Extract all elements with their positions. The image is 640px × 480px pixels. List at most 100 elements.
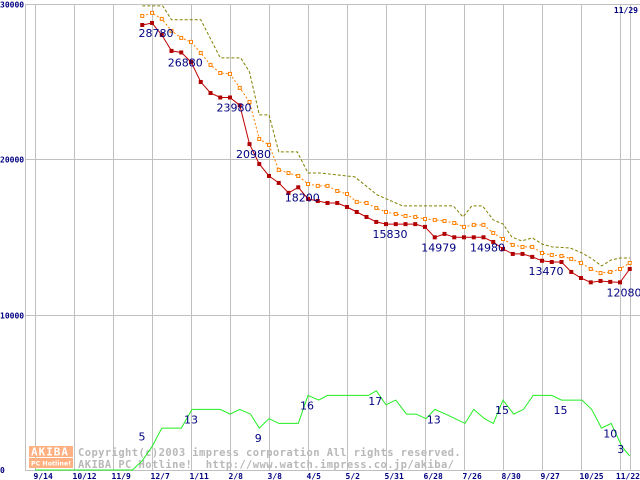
x-tick-label: 6/28 [424, 472, 443, 480]
average-price-point [501, 237, 505, 242]
copyright-text: Copyright(c)2003 impress corporation All… [78, 447, 461, 459]
average-price-point [276, 167, 281, 172]
price-label: 28780 [139, 27, 174, 40]
min-price-point [306, 196, 310, 201]
average-price-point [179, 35, 184, 40]
min-price-point [257, 161, 262, 166]
y-tick-label: 30000 [0, 1, 24, 10]
average-price-point [510, 242, 515, 247]
min-price-point [169, 48, 174, 53]
min-price-point [335, 200, 340, 205]
min-price-point [315, 198, 320, 203]
min-price-point [208, 91, 213, 96]
average-price-point [345, 191, 349, 196]
count-label: 10 [603, 427, 617, 440]
x-tick-label: 9/27 [541, 472, 560, 480]
min-price-point [627, 266, 632, 271]
x-tick-label: 3/8 [268, 472, 283, 480]
min-price-point [569, 269, 574, 274]
logo-bottom-bg [29, 458, 73, 468]
count-label: 13 [184, 413, 198, 426]
min-price-point [423, 224, 427, 229]
min-price-point [471, 235, 476, 240]
average-price-point [491, 230, 496, 235]
price-label: 13470 [529, 265, 564, 278]
average-price-point [588, 266, 593, 271]
logo-top-text: AKIBA [31, 446, 69, 459]
min-price-point [286, 190, 291, 195]
min-price-point [150, 20, 154, 25]
average-price-point [257, 136, 262, 141]
min-price-point [618, 280, 622, 285]
min-price-point [608, 279, 613, 284]
average-price-point [237, 85, 242, 90]
min-price-point [189, 59, 193, 64]
average-price-point [598, 271, 603, 276]
price-label: 12080 [607, 286, 640, 299]
average-price-point [335, 189, 340, 194]
average-price-point [618, 266, 622, 271]
min-price-point [267, 173, 271, 178]
average-price-point [471, 222, 476, 227]
min-price-point [179, 50, 184, 55]
min-price-point [403, 222, 408, 227]
min-price-point [276, 180, 281, 185]
series-layer [35, 5, 632, 471]
y-tick-label: 0 [0, 466, 5, 475]
average-price-point [559, 253, 564, 258]
average-price-point [218, 70, 223, 75]
x-tick-label: 11/22 [616, 472, 640, 480]
average-price-point [354, 199, 359, 204]
price-label: 14980 [470, 241, 505, 254]
average-price-point [159, 16, 164, 21]
count-label: 15 [554, 404, 568, 417]
x-tick-label: 4/5 [307, 472, 322, 480]
shop-count-line [35, 390, 631, 471]
min-price-point [510, 251, 515, 256]
min-price-point [159, 32, 164, 37]
min-price-point [218, 95, 223, 100]
min-price-point [598, 278, 603, 283]
average-price-point [208, 62, 213, 67]
min-price-point [354, 209, 359, 214]
logo-top-bg [29, 446, 73, 457]
min-price-point [481, 235, 486, 240]
min-price-point [374, 219, 379, 224]
price-label: 18200 [285, 191, 320, 204]
average-price-point [140, 13, 145, 18]
average-price-point [296, 173, 301, 178]
y-tick-label: 20000 [0, 156, 24, 165]
min-price-point [540, 258, 544, 263]
average-price-point [481, 222, 486, 227]
watermark: AKIBA PC Hotline! Copyright(c)2003 impre… [29, 446, 461, 471]
average-price-point [579, 260, 583, 265]
price-label: 15830 [373, 228, 408, 241]
price-label: 14979 [421, 241, 456, 254]
count-label: 5 [139, 431, 146, 444]
min-price-point [452, 235, 457, 240]
min-price-point [140, 22, 145, 27]
average-price-point [315, 183, 320, 188]
logo-bottom-text: PC Hotline! [31, 460, 71, 468]
min-price-point [198, 79, 203, 84]
min-price-point [228, 95, 232, 100]
average-price-point [627, 260, 632, 265]
site-text: AKIBA PC Hotline! http://www.watch.impre… [78, 459, 454, 471]
min-price-point [345, 205, 349, 210]
average-price-point [364, 200, 369, 205]
x-tick-label: 9/14 [34, 472, 53, 480]
average-price-point [403, 214, 408, 219]
average-price-point [150, 10, 154, 15]
min-price-point [530, 254, 535, 259]
min-price-point [501, 246, 505, 251]
average-price-point [413, 214, 418, 219]
average-price-point [247, 100, 252, 105]
average-price-point [198, 50, 203, 55]
min-price-point [549, 260, 554, 265]
min-price-point [325, 200, 330, 205]
min-price-point [579, 276, 583, 281]
y-tick-label: 10000 [0, 312, 24, 321]
